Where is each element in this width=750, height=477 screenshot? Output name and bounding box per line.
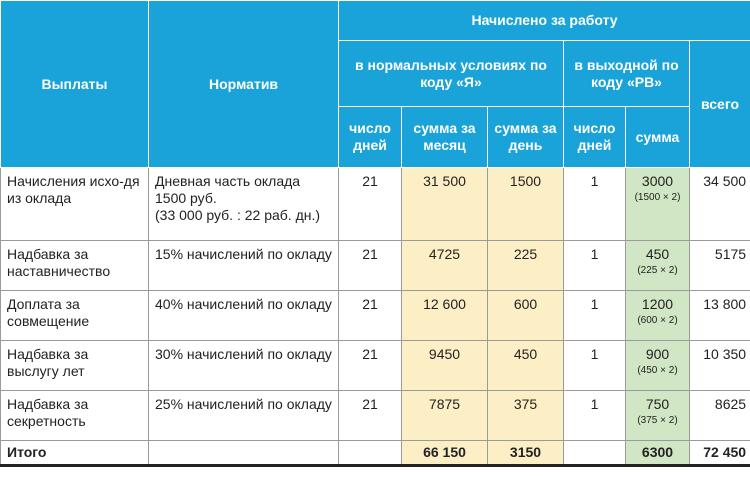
totals-empty-weekend-days bbox=[563, 440, 626, 467]
header-payments: Выплаты bbox=[0, 0, 149, 168]
header-sum-weekend: сумма bbox=[625, 106, 690, 168]
norm-cell: 25% начислений по окладу bbox=[148, 390, 339, 441]
norm-cell: 15% начислений по окладу bbox=[148, 240, 339, 291]
sum-month-cell: 9450 bbox=[401, 340, 488, 391]
header-sum-day: сумма за день bbox=[487, 106, 564, 168]
weekend-sum-cell: 750 (375 × 2) bbox=[625, 390, 690, 441]
sum-day-cell: 600 bbox=[487, 290, 564, 341]
weekend-sum-cell: 900 (450 × 2) bbox=[625, 340, 690, 391]
weekend-sum-calc: (600 × 2) bbox=[637, 315, 678, 326]
sum-day-cell: 375 bbox=[487, 390, 564, 441]
sum-month-cell: 7875 bbox=[401, 390, 488, 441]
header-accrued: Начислено за работу bbox=[337, 0, 750, 41]
weekend-days-cell: 1 bbox=[563, 340, 626, 391]
weekend-days-cell: 1 bbox=[563, 390, 626, 441]
table-row: Надбавка за наставничество 15% начислени… bbox=[0, 240, 750, 291]
weekend-sum-cell: 1200 (600 × 2) bbox=[625, 290, 690, 341]
weekend-sum-calc: (450 × 2) bbox=[637, 365, 678, 376]
totals-label: Итого bbox=[0, 440, 149, 467]
header-days-count: число дней bbox=[338, 106, 402, 168]
payment-cell: Надбавка за наставничество bbox=[0, 240, 149, 291]
weekend-sum-calc: (375 × 2) bbox=[637, 415, 678, 426]
days-cell: 21 bbox=[338, 167, 402, 241]
header-normal-conditions: в нормальных условиях по коду «Я» bbox=[338, 40, 564, 107]
row-total-cell: 8625 bbox=[688, 390, 750, 441]
weekend-sum-value: 3000 bbox=[641, 173, 674, 189]
weekend-days-cell: 1 bbox=[563, 290, 626, 341]
days-cell: 21 bbox=[338, 340, 402, 391]
sum-month-cell: 4725 bbox=[401, 240, 488, 291]
row-total-cell: 34 500 bbox=[688, 167, 750, 241]
sum-day-cell: 1500 bbox=[487, 167, 564, 241]
table-row: Надбавка за выслугу лет 30% начислений п… bbox=[0, 340, 750, 391]
totals-grand-total: 72 450 bbox=[688, 440, 750, 467]
days-cell: 21 bbox=[338, 240, 402, 291]
weekend-sum-cell: 3000 (1500 × 2) bbox=[625, 167, 690, 241]
totals-sum-month: 66 150 bbox=[401, 440, 488, 467]
weekend-sum-value: 450 bbox=[645, 246, 670, 262]
row-total-cell: 13 800 bbox=[688, 290, 750, 341]
days-cell: 21 bbox=[338, 290, 402, 341]
days-cell: 21 bbox=[338, 390, 402, 441]
weekend-sum-value: 750 bbox=[645, 396, 670, 412]
table-row: Доплата за совмещение 40% начислений по … bbox=[0, 290, 750, 341]
totals-row: Итого 66 150 3150 6300 72 450 bbox=[0, 440, 750, 467]
weekend-days-cell: 1 bbox=[563, 167, 626, 241]
sum-month-cell: 12 600 bbox=[401, 290, 488, 341]
sum-day-cell: 225 bbox=[487, 240, 564, 291]
payment-cell: Надбавка за выслугу лет bbox=[0, 340, 149, 391]
norm-text: Дневная часть оклада 1500 руб. bbox=[155, 173, 301, 206]
norm-cell: 40% начислений по окладу bbox=[148, 290, 339, 341]
totals-sum-day: 3150 bbox=[487, 440, 564, 467]
row-total-cell: 10 350 bbox=[688, 340, 750, 391]
norm-cell: 30% начислений по окладу bbox=[148, 340, 339, 391]
sum-month-cell: 31 500 bbox=[401, 167, 488, 241]
weekend-sum-calc: (225 × 2) bbox=[637, 265, 678, 276]
header-days-count-weekend: число дней bbox=[563, 106, 626, 168]
totals-empty-days bbox=[338, 440, 402, 467]
totals-weekend-sum: 6300 bbox=[625, 440, 690, 467]
header-total: всего bbox=[688, 40, 750, 168]
payroll-table: Выплаты Норматив Начислено за работу в н… bbox=[0, 0, 750, 467]
sum-day-cell: 450 bbox=[487, 340, 564, 391]
payment-cell: Надбавка за секретность bbox=[0, 390, 149, 441]
table-row: Начисления исхо-дя из оклада Дневная час… bbox=[0, 167, 750, 241]
weekend-sum-calc: (1500 × 2) bbox=[634, 192, 681, 203]
row-total-cell: 5175 bbox=[688, 240, 750, 291]
payment-cell: Доплата за совмещение bbox=[0, 290, 149, 341]
header-weekend: в выходной по коду «РВ» bbox=[563, 40, 690, 107]
weekend-days-cell: 1 bbox=[563, 240, 626, 291]
norm-cell: Дневная часть оклада 1500 руб. (33 000 р… bbox=[148, 167, 339, 241]
weekend-sum-cell: 450 (225 × 2) bbox=[625, 240, 690, 291]
header-norm: Норматив bbox=[148, 0, 339, 168]
payment-cell: Начисления исхо-дя из оклада bbox=[0, 167, 149, 241]
weekend-sum-value: 900 bbox=[645, 346, 670, 362]
norm-extra-text: (33 000 руб. : 22 раб. дн.) bbox=[155, 207, 321, 223]
weekend-sum-value: 1200 bbox=[641, 296, 674, 312]
table-row: Надбавка за секретность 25% начислений п… bbox=[0, 390, 750, 441]
header-sum-month: сумма за месяц bbox=[401, 106, 488, 168]
totals-empty-norm bbox=[148, 440, 339, 467]
